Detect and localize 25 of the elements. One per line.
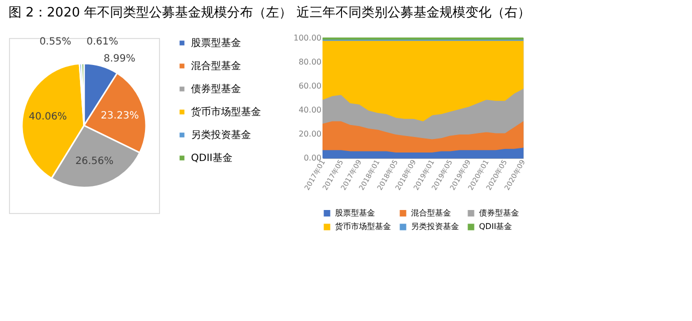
legend-label: QDII基金 xyxy=(479,222,512,231)
legend-label: 股票型基金 xyxy=(191,37,241,49)
legend-label: 债券型基金 xyxy=(191,83,241,95)
legend-label: 混合型基金 xyxy=(191,60,241,72)
legend-label: 另类投资基金 xyxy=(191,129,251,141)
y-tick-label: 0.00 xyxy=(304,154,322,162)
legend-label: 货币市场型基金 xyxy=(191,106,261,118)
legend-label: QDII基金 xyxy=(191,152,232,164)
data-label: 0.55% xyxy=(39,36,72,48)
legend-label: 货币市场型基金 xyxy=(335,222,391,231)
y-tick-label: 40.00 xyxy=(298,106,322,114)
legend-label: 股票型基金 xyxy=(335,208,375,218)
y-tick-label: 100.00 xyxy=(294,34,322,42)
chart-title: 图 2：2020 年不同类型公募基金规模分布（左） 近三年不同类别公募基金规模变化（右） xyxy=(8,6,530,20)
legend-label: 另类投资基金 xyxy=(411,222,459,231)
y-tick-label: 20.00 xyxy=(298,130,322,138)
legend-label: 债券型基金 xyxy=(479,208,519,218)
data-label: 8.99% xyxy=(104,53,136,64)
data-label: 40.06% xyxy=(28,112,67,123)
y-tick-label: 80.00 xyxy=(298,58,322,66)
data-label: 26.56% xyxy=(75,156,114,168)
data-label: 0.61% xyxy=(86,36,118,48)
data-label: 23.23% xyxy=(100,110,139,122)
y-tick-label: 60.00 xyxy=(298,82,322,90)
legend-label: 混合型基金 xyxy=(411,208,451,218)
